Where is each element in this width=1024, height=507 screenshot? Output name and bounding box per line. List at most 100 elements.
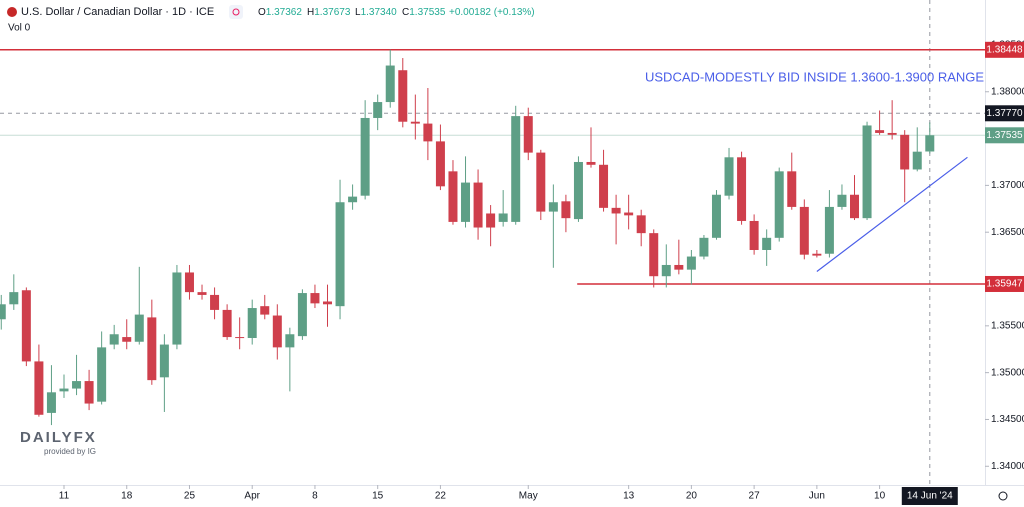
candle-body (674, 264, 684, 270)
candle-body (850, 194, 860, 219)
ohlc-key: C (402, 7, 409, 18)
candle-body (925, 135, 935, 152)
brand-provider: provided by IG (44, 447, 96, 456)
candle-body (97, 347, 107, 402)
candle-body (599, 164, 609, 208)
toggle-icon (232, 8, 240, 16)
candle-body (561, 201, 571, 219)
last-price-label-box (985, 127, 1024, 144)
x-tick-label: 25 (184, 491, 196, 502)
candle-body (711, 194, 721, 238)
crosshair-x-box (901, 487, 958, 505)
x-tick-label: 8 (312, 491, 318, 502)
trendline (816, 156, 968, 273)
candle-body (862, 125, 872, 219)
candle-body (774, 171, 784, 238)
candle-body (737, 157, 747, 221)
candle-body (536, 152, 546, 212)
y-tick-label: 1.35000 (991, 367, 1024, 378)
candle-body (285, 334, 295, 348)
x-tick-label: May (519, 491, 538, 502)
crosshair-x-label: 14 Jun '24 (907, 491, 953, 502)
y-tick-label: 1.34000 (991, 461, 1024, 472)
y-tick-label: 1.34500 (991, 414, 1024, 425)
candle-body (184, 272, 194, 293)
candle-body (335, 202, 345, 307)
candle-body (473, 182, 483, 228)
candle-body (235, 337, 245, 339)
candle-body (348, 196, 358, 203)
ohlc-item: +0.00182 (+0.13%) (449, 7, 535, 18)
candle-body (498, 213, 508, 222)
x-tick-label: 11 (59, 491, 70, 502)
candle-body (887, 132, 897, 135)
settings-icon[interactable] (998, 491, 1008, 501)
x-tick-label: 13 (623, 491, 635, 502)
candle-body (272, 315, 282, 348)
candle-body (523, 116, 533, 153)
ohlc-key: L (355, 7, 361, 18)
candle-body (373, 102, 383, 118)
x-tick-label: Apr (244, 491, 260, 502)
y-tick-label: 1.36500 (991, 227, 1024, 238)
candle-body (423, 123, 433, 142)
ohlc-value: +0.00182 (+0.13%) (449, 7, 535, 18)
level-label: 1.38448 (986, 44, 1023, 55)
candle-body (210, 294, 220, 310)
y-tick-label: 1.35500 (991, 320, 1024, 331)
x-tick-label: 18 (121, 491, 133, 502)
ohlc-value: 1.37340 (361, 7, 398, 18)
candle-body (511, 116, 521, 222)
y-tick-label: 1.37000 (991, 180, 1024, 191)
x-tick-label: 22 (435, 491, 447, 502)
candle-body (749, 220, 759, 250)
level-label-box (985, 275, 1024, 292)
candle-body (247, 308, 257, 339)
crosshair-y-label-box (985, 105, 1024, 122)
candle-body (812, 253, 822, 256)
candle-body (72, 381, 82, 389)
candle-body (799, 206, 809, 255)
candle-body (724, 157, 734, 196)
ohlc-item: O1.37362 (258, 7, 302, 18)
candle-body (410, 121, 420, 124)
candle-body (147, 317, 157, 381)
ohlc-readout: O1.37362 H1.37673 L1.37340 C1.37535 +0.00182… (258, 7, 535, 18)
crosshair-y-label: 1.37770 (986, 108, 1023, 119)
candle-body (109, 334, 119, 345)
candle-body (172, 272, 182, 345)
ohlc-value: 1.37535 (409, 7, 446, 18)
volume-label: Vol 0 (8, 23, 31, 34)
x-tick-label: 10 (874, 491, 886, 502)
candle-body (9, 292, 19, 305)
candle-body (875, 130, 885, 133)
ohlc-value: 1.37362 (266, 7, 303, 18)
candle-body (297, 293, 307, 337)
candle-body (573, 161, 583, 220)
candle-body (360, 117, 370, 196)
brand-logo: DAILYFX (20, 429, 97, 446)
candle-body (398, 70, 408, 122)
candle-body (661, 264, 671, 277)
candle-body (900, 134, 910, 170)
symbol-flag (7, 7, 17, 17)
ohlc-item: L1.37340 (355, 7, 397, 18)
x-tick-label: Jun (809, 491, 825, 502)
ohlc-item: C1.37535 (402, 7, 446, 18)
ohlc-key: O (258, 7, 266, 18)
candle-body (912, 151, 922, 170)
symbol-toggle[interactable] (229, 5, 243, 19)
candle-body (787, 171, 797, 207)
candle-body (699, 237, 709, 257)
candle-body (624, 212, 634, 216)
candle-body (649, 233, 659, 277)
candle-body (762, 237, 772, 250)
candle-body (260, 306, 270, 315)
candle-body (0, 304, 6, 320)
candle-body (448, 171, 458, 222)
candle-body (59, 388, 69, 392)
candle-body (222, 309, 232, 338)
candle-body (636, 215, 646, 234)
candle-body (435, 141, 445, 187)
